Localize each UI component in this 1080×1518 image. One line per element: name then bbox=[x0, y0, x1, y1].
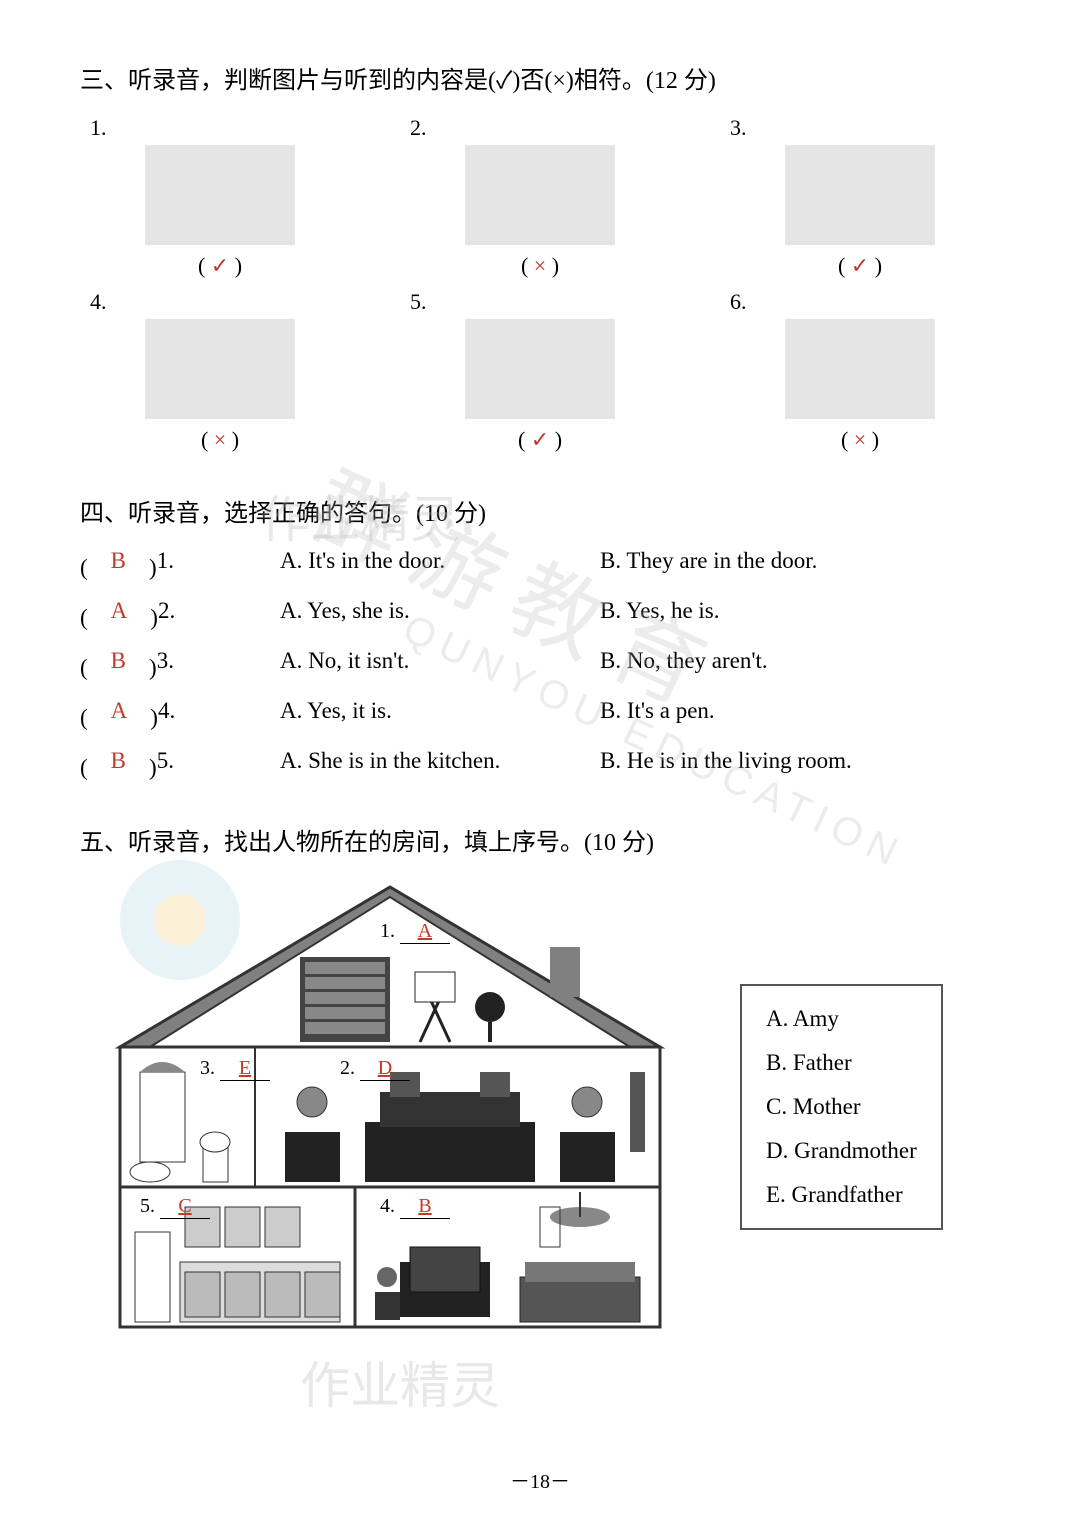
q3-num: 1. bbox=[90, 115, 360, 141]
room-label-2: 2. D bbox=[340, 1057, 410, 1081]
q3-num: 4. bbox=[90, 289, 360, 315]
q3-answer: ( × ) bbox=[80, 427, 360, 453]
page-number: －18－ bbox=[510, 1465, 570, 1494]
q3-answer: ( × ) bbox=[400, 253, 680, 279]
q4-option-b: B. No, they aren't. bbox=[600, 648, 1000, 682]
q4-option-a: A. Yes, she is. bbox=[280, 598, 600, 632]
q4-num: 1. bbox=[157, 548, 174, 582]
q5-option: A. Amy bbox=[766, 1006, 917, 1032]
q4-option-b: B. It's a pen. bbox=[600, 698, 1000, 732]
q4-num: 4. bbox=[158, 698, 175, 732]
q3-image-placeholder bbox=[465, 319, 615, 419]
q3-item-2: 2. ( × ) bbox=[400, 115, 680, 279]
q4-option-b: B. They are in the door. bbox=[600, 548, 1000, 582]
q3-item-5: 5. ( ✓ ) bbox=[400, 289, 680, 453]
q3-item-3: 3. ( ✓ ) bbox=[720, 115, 1000, 279]
q3-image-placeholder bbox=[145, 145, 295, 245]
q5-option: D. Grandmother bbox=[766, 1138, 917, 1164]
room-label-5: 5. C bbox=[140, 1195, 210, 1219]
q4-num: 3. bbox=[157, 648, 174, 682]
q3-image-placeholder bbox=[465, 145, 615, 245]
q4-row: ( A ) 4. A. Yes, it is. B. It's a pen. bbox=[80, 698, 1000, 732]
q4-num: 5. bbox=[157, 748, 174, 782]
section3-grid: 1. ( ✓ ) 2. ( × ) 3. ( ✓ ) 4. ( × ) 5. (… bbox=[80, 115, 1000, 453]
room-label-3: 3. E bbox=[200, 1057, 270, 1081]
room-answer: B bbox=[400, 1195, 450, 1219]
room-label-1: 1. A bbox=[380, 920, 450, 944]
q4-option-a: A. She is in the kitchen. bbox=[280, 748, 600, 782]
q3-num: 5. bbox=[410, 289, 680, 315]
section5-options-box: A. Amy B. Father C. Mother D. Grandmothe… bbox=[740, 984, 943, 1230]
q3-answer-mark: × bbox=[534, 253, 546, 278]
room-answer: C bbox=[160, 1195, 210, 1219]
q3-num: 6. bbox=[730, 289, 1000, 315]
q3-answer-mark: ✓ bbox=[211, 253, 229, 278]
q4-answer: A bbox=[111, 698, 128, 732]
q4-option-b: B. He is in the living room. bbox=[600, 748, 1000, 782]
q4-row: ( B ) 1. A. It's in the door. B. They ar… bbox=[80, 548, 1000, 582]
q3-image-placeholder bbox=[785, 319, 935, 419]
house-diagram: 1. A 2. D 3. E 4. B 5. C bbox=[80, 877, 700, 1337]
q4-num: 2. bbox=[158, 598, 175, 632]
q3-item-1: 1. ( ✓ ) bbox=[80, 115, 360, 279]
q3-item-4: 4. ( × ) bbox=[80, 289, 360, 453]
section5-wrap: 1. A 2. D 3. E 4. B 5. C A. Amy B. Fathe… bbox=[80, 877, 1000, 1337]
room-answer: A bbox=[400, 920, 450, 944]
room-label-4: 4. B bbox=[380, 1195, 450, 1219]
q3-answer: ( ✓ ) bbox=[720, 253, 1000, 279]
section4-list: ( B ) 1. A. It's in the door. B. They ar… bbox=[80, 548, 1000, 782]
q3-answer-mark: ✓ bbox=[531, 427, 549, 452]
q3-image-placeholder bbox=[785, 145, 935, 245]
section3-title: 三、听录音，判断图片与听到的内容是(✓)否(×)相符。(12 分) bbox=[80, 60, 1000, 95]
q4-paren: ( B ) 5. bbox=[80, 748, 280, 782]
q4-paren: ( B ) 3. bbox=[80, 648, 280, 682]
q4-option-a: A. Yes, it is. bbox=[280, 698, 600, 732]
room-answer: E bbox=[220, 1057, 270, 1081]
q3-answer: ( ✓ ) bbox=[80, 253, 360, 279]
q3-item-6: 6. ( × ) bbox=[720, 289, 1000, 453]
q4-option-a: A. No, it isn't. bbox=[280, 648, 600, 682]
q4-row: ( A ) 2. A. Yes, she is. B. Yes, he is. bbox=[80, 598, 1000, 632]
q5-option: C. Mother bbox=[766, 1094, 917, 1120]
q4-answer: A bbox=[111, 598, 128, 632]
q3-answer: ( × ) bbox=[720, 427, 1000, 453]
q3-num: 3. bbox=[730, 115, 1000, 141]
q4-paren: ( B ) 1. bbox=[80, 548, 280, 582]
q3-answer-mark: × bbox=[214, 427, 226, 452]
section5-title: 五、听录音，找出人物所在的房间，填上序号。(10 分) bbox=[80, 822, 1000, 857]
q5-option: B. Father bbox=[766, 1050, 917, 1076]
q4-paren: ( A ) 4. bbox=[80, 698, 280, 732]
q4-row: ( B ) 5. A. She is in the kitchen. B. He… bbox=[80, 748, 1000, 782]
q4-answer: B bbox=[111, 548, 126, 582]
watermark-small-2: 作业精灵 bbox=[300, 1346, 500, 1418]
q4-row: ( B ) 3. A. No, it isn't. B. No, they ar… bbox=[80, 648, 1000, 682]
q3-num: 2. bbox=[410, 115, 680, 141]
q4-answer: B bbox=[111, 648, 126, 682]
q3-answer-mark: × bbox=[854, 427, 866, 452]
q3-answer-mark: ✓ bbox=[851, 253, 869, 278]
room-answer: D bbox=[360, 1057, 410, 1081]
q4-option-b: B. Yes, he is. bbox=[600, 598, 1000, 632]
section4-title: 四、听录音，选择正确的答句。(10 分) bbox=[80, 493, 1000, 528]
q3-image-placeholder bbox=[145, 319, 295, 419]
q3-answer: ( ✓ ) bbox=[400, 427, 680, 453]
house-svg bbox=[80, 877, 700, 1337]
q4-answer: B bbox=[111, 748, 126, 782]
q5-option: E. Grandfather bbox=[766, 1182, 917, 1208]
q4-option-a: A. It's in the door. bbox=[280, 548, 600, 582]
q4-paren: ( A ) 2. bbox=[80, 598, 280, 632]
